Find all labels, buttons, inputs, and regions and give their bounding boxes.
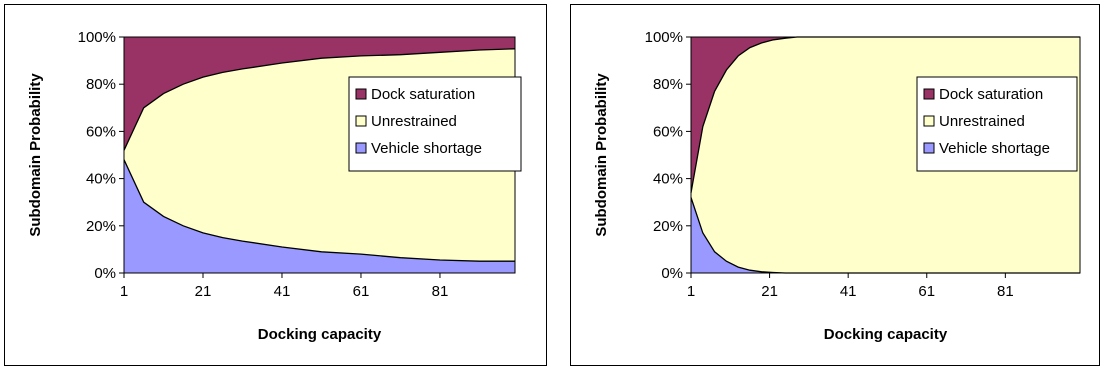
right-legend-label-unrestrained: Unrestrained (939, 113, 1025, 130)
left-y-axis-title: Subdomain Probability (27, 73, 44, 237)
right-legend-swatch-dock-saturation (923, 88, 935, 100)
right-y-tick-label: 20% (653, 218, 683, 235)
left-legend-swatch-unrestrained (355, 115, 367, 127)
left-area-vehicle-shortage (124, 159, 515, 273)
right-area-dock-saturation (691, 37, 1080, 193)
left-legend-label-unrestrained: Unrestrained (371, 113, 457, 130)
chart-right-svg: 0% 20% 40% 60% 80% 100% 1 21 41 61 81 Docking capac… (593, 29, 1081, 343)
left-x-axis-title: Docking capacity (258, 326, 382, 343)
right-legend-label-dock-saturation: Dock saturation (939, 86, 1043, 103)
right-y-tick-label: 60% (653, 123, 683, 140)
right-area-vehicle-shortage (691, 197, 1080, 273)
right-y-tick-label: 100% (645, 29, 683, 46)
right-legend-swatch-vehicle-shortage (923, 142, 935, 154)
left-x-tick-label: 21 (195, 283, 212, 300)
right-x-axis-title: Docking capacity (824, 326, 948, 343)
left-legend-box (348, 76, 522, 172)
left-legend-label-vehicle-shortage: Vehicle shortage (371, 140, 482, 157)
right-x-tick-label: 81 (997, 283, 1014, 300)
left-y-tick-label: 100% (78, 29, 116, 46)
right-y-tick-label: 40% (653, 171, 683, 188)
right-legend-label-vehicle-shortage: Vehicle shortage (939, 140, 1050, 157)
left-y-tick-label: 40% (86, 171, 116, 188)
left-y-tick-label: 20% (86, 218, 116, 235)
left-y-tick-label: 0% (94, 265, 116, 282)
chart-panel-left: 0% 20% 40% 60% 80% 100% 1 21 41 61 81 Docking capac… (4, 4, 547, 366)
right-legend-box (916, 76, 1078, 172)
left-x-tick-label: 81 (432, 283, 449, 300)
right-x-tick-label: 21 (761, 283, 778, 300)
right-boundary-line-2 (690, 36, 1080, 193)
left-x-tick-label: 41 (274, 283, 291, 300)
chart-panel-right: 0% 20% 40% 60% 80% 100% 1 21 41 61 81 Docking capac… (570, 4, 1100, 366)
right-x-tick-label: 41 (840, 283, 857, 300)
left-y-tick-label: 80% (86, 76, 116, 93)
right-y-tick-label: 80% (653, 76, 683, 93)
right-x-tick-label: 61 (918, 283, 935, 300)
left-legend-swatch-dock-saturation (355, 88, 367, 100)
left-area-dock-saturation (124, 37, 515, 151)
right-y-axis-title: Subdomain Probability (593, 73, 610, 237)
left-boundary-line-1 (123, 159, 515, 262)
chart-left-svg: 0% 20% 40% 60% 80% 100% 1 21 41 61 81 Docking capac… (27, 29, 522, 343)
left-x-tick-label: 61 (353, 283, 370, 300)
left-legend-label-dock-saturation: Dock saturation (371, 86, 475, 103)
right-plot-border (690, 36, 1081, 274)
left-y-tick-label: 60% (86, 123, 116, 140)
left-x-tick-label: 1 (120, 283, 128, 300)
left-boundary-line-2 (123, 48, 516, 151)
right-legend-swatch-unrestrained (923, 115, 935, 127)
right-x-tick-label: 1 (687, 283, 695, 300)
left-legend-swatch-vehicle-shortage (355, 142, 367, 154)
right-y-tick-label: 0% (661, 265, 683, 282)
